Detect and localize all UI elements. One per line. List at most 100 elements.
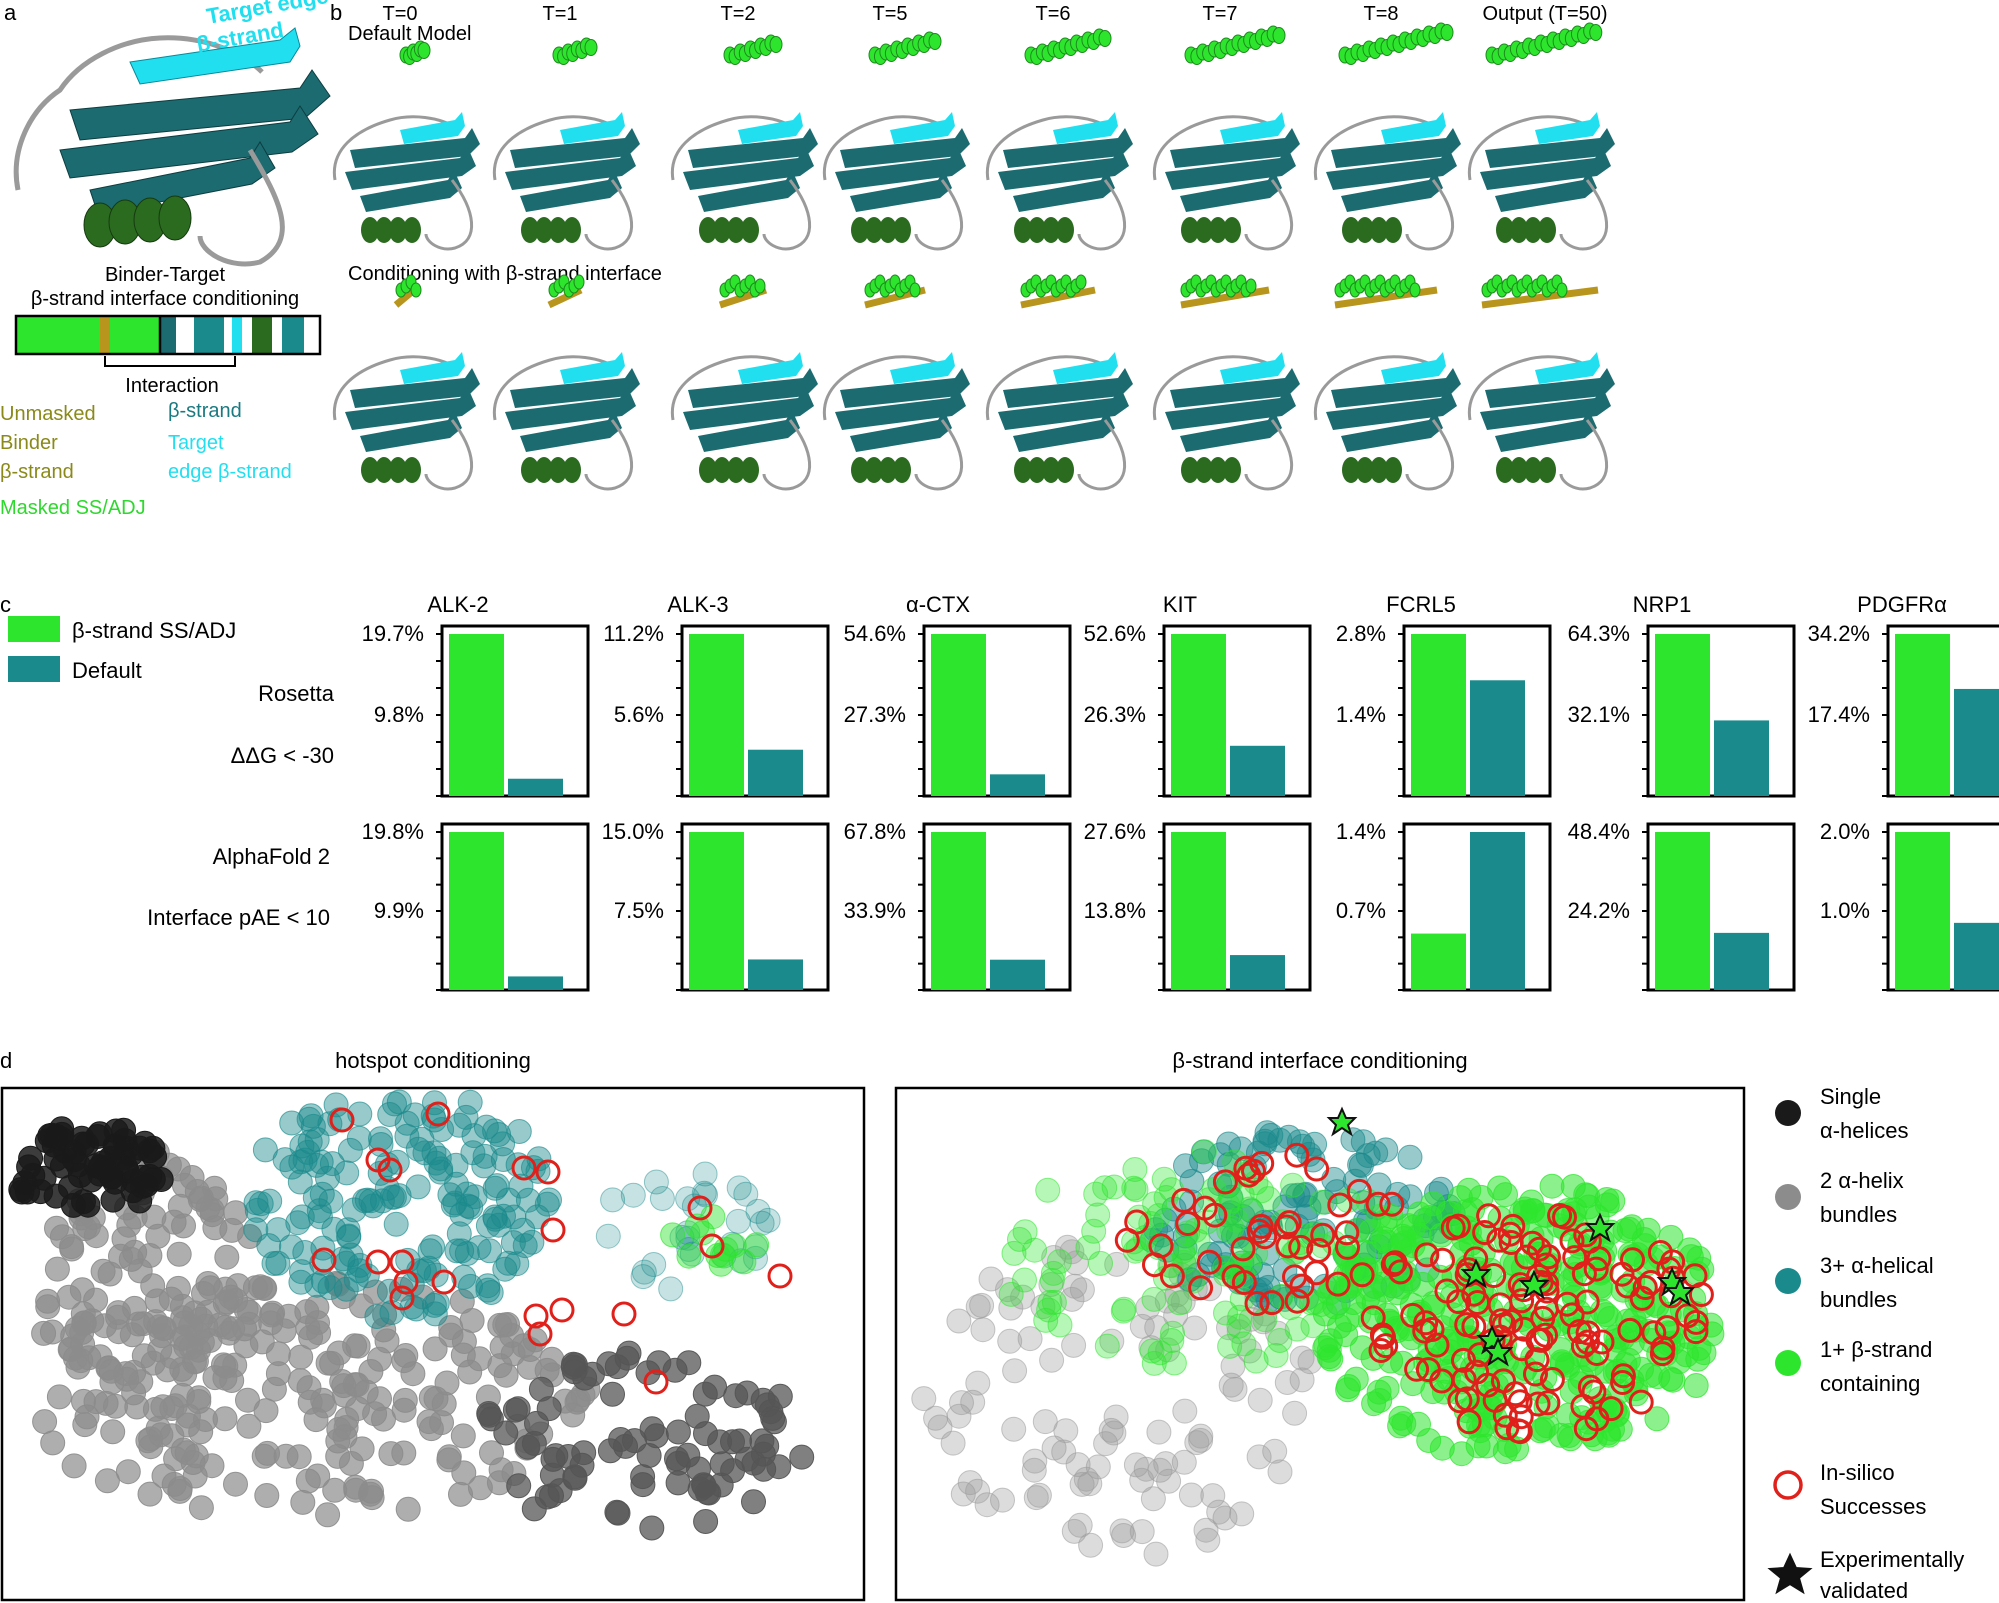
scatter-point bbox=[649, 1186, 675, 1211]
target-title: ALK-2 bbox=[427, 592, 488, 617]
timestep-label: T=5 bbox=[872, 3, 907, 25]
legend-single-2: α-helices bbox=[1820, 1118, 1909, 1143]
scatter-point bbox=[965, 1294, 991, 1320]
scatter-point bbox=[1154, 1288, 1180, 1314]
structure-thumbnail bbox=[1467, 22, 1615, 251]
scatter-point bbox=[188, 1495, 214, 1521]
scatter-point bbox=[346, 1125, 372, 1151]
success-marker bbox=[1303, 1260, 1329, 1286]
row-label-alphafold: AlphaFold 2 bbox=[213, 844, 330, 869]
scatter-point bbox=[304, 1127, 330, 1152]
scatter-point bbox=[118, 1246, 144, 1272]
scatter-point bbox=[1355, 1285, 1381, 1311]
scatter-point bbox=[495, 1250, 521, 1276]
scatter-point bbox=[1088, 1250, 1113, 1276]
success-marker bbox=[1346, 1178, 1372, 1204]
scatter-point bbox=[1188, 1423, 1214, 1449]
ytick-label-mid: 26.3% bbox=[1084, 702, 1146, 727]
scatter-point bbox=[1313, 1332, 1339, 1358]
scatter-point bbox=[493, 1362, 519, 1388]
success-marker bbox=[1288, 1234, 1314, 1260]
scatter-point bbox=[315, 1165, 340, 1191]
scatter-point bbox=[236, 1413, 262, 1439]
scatter-point bbox=[631, 1259, 657, 1285]
scatter-point bbox=[261, 1376, 287, 1402]
structure-thumbnail bbox=[332, 274, 480, 491]
scatter-point bbox=[516, 1354, 542, 1380]
scatter-point bbox=[395, 1496, 421, 1522]
scatter-point bbox=[749, 1210, 775, 1236]
success-marker bbox=[1498, 1230, 1524, 1255]
scatter-point bbox=[1023, 1485, 1049, 1511]
success-marker bbox=[1244, 1291, 1270, 1316]
panel-letter-b: b bbox=[330, 0, 342, 25]
bar-beta-strand bbox=[1655, 832, 1710, 990]
scatter-point bbox=[1335, 1377, 1361, 1403]
ytick-label-top: 2.0% bbox=[1820, 819, 1870, 844]
success-marker bbox=[1400, 1302, 1426, 1328]
success-marker bbox=[1620, 1247, 1645, 1273]
scatter-point bbox=[308, 1149, 334, 1175]
scatter-point bbox=[521, 1430, 547, 1456]
success-marker bbox=[1212, 1169, 1238, 1195]
panel-letter-a: a bbox=[4, 0, 17, 25]
scatter-point bbox=[1282, 1239, 1308, 1265]
scatter-point bbox=[1246, 1444, 1272, 1470]
scatter-frame-right bbox=[894, 1086, 1746, 1602]
scatter-point bbox=[614, 1345, 640, 1371]
scatter-point bbox=[218, 1284, 244, 1310]
scatter-point bbox=[368, 1132, 394, 1157]
scatter-point bbox=[1109, 1518, 1135, 1544]
scatter-point bbox=[1594, 1192, 1620, 1218]
scatter-point bbox=[1111, 1523, 1137, 1548]
success-marker bbox=[511, 1155, 537, 1181]
scatter-point bbox=[265, 1217, 291, 1243]
success-marker bbox=[1230, 1236, 1256, 1262]
scatter-point bbox=[438, 1322, 464, 1348]
scatter-point bbox=[1047, 1312, 1073, 1338]
success-marker bbox=[1248, 1213, 1274, 1239]
scatter-point bbox=[1619, 1214, 1645, 1240]
scatter-point bbox=[630, 1464, 656, 1490]
scatter-point bbox=[99, 1164, 124, 1190]
scatter-point bbox=[386, 1089, 412, 1115]
target-title: KIT bbox=[1163, 592, 1197, 617]
scatter-point bbox=[660, 1222, 686, 1248]
scatter-point bbox=[1556, 1402, 1582, 1428]
scatter-point bbox=[639, 1515, 665, 1541]
ytick-label-top: 34.2% bbox=[1808, 621, 1870, 646]
scatter-point bbox=[167, 1476, 193, 1501]
legend-strand: β-strand bbox=[168, 400, 242, 422]
scatter-point bbox=[1267, 1328, 1293, 1353]
bar-default bbox=[1954, 688, 1999, 796]
bar-beta-strand bbox=[689, 832, 744, 990]
legend-three-1: 3+ α-helical bbox=[1820, 1253, 1934, 1278]
scatter-point bbox=[949, 1390, 974, 1416]
success-marker bbox=[1412, 1318, 1438, 1344]
scatter-point bbox=[326, 1340, 352, 1366]
success-marker bbox=[1413, 1310, 1439, 1336]
success-marker bbox=[1617, 1317, 1643, 1343]
bar-default bbox=[1230, 955, 1285, 990]
success-marker bbox=[1259, 1290, 1285, 1316]
scatter-point bbox=[141, 1204, 167, 1230]
scatter-point bbox=[1178, 1482, 1204, 1508]
panel-a-legend: Unmasked Binder β-strand β-strand Target… bbox=[0, 400, 292, 519]
scatter-point bbox=[1683, 1373, 1709, 1398]
scatter-point bbox=[693, 1509, 719, 1534]
scatter-point bbox=[1067, 1512, 1093, 1538]
scatter-point bbox=[443, 1152, 469, 1178]
scatter-point bbox=[338, 1242, 364, 1268]
scatter-point bbox=[418, 1416, 444, 1442]
scatter-point bbox=[1002, 1358, 1028, 1384]
success-marker bbox=[1368, 1338, 1394, 1363]
legend-swatch-default bbox=[8, 656, 60, 682]
scatter-point bbox=[183, 1443, 209, 1469]
scatter-point bbox=[322, 1477, 348, 1503]
scatter-point bbox=[1366, 1379, 1392, 1405]
scatter-point bbox=[309, 1181, 335, 1207]
scatter-point bbox=[252, 1137, 278, 1163]
scatter-point bbox=[702, 1374, 728, 1400]
success-marker bbox=[1535, 1244, 1561, 1270]
